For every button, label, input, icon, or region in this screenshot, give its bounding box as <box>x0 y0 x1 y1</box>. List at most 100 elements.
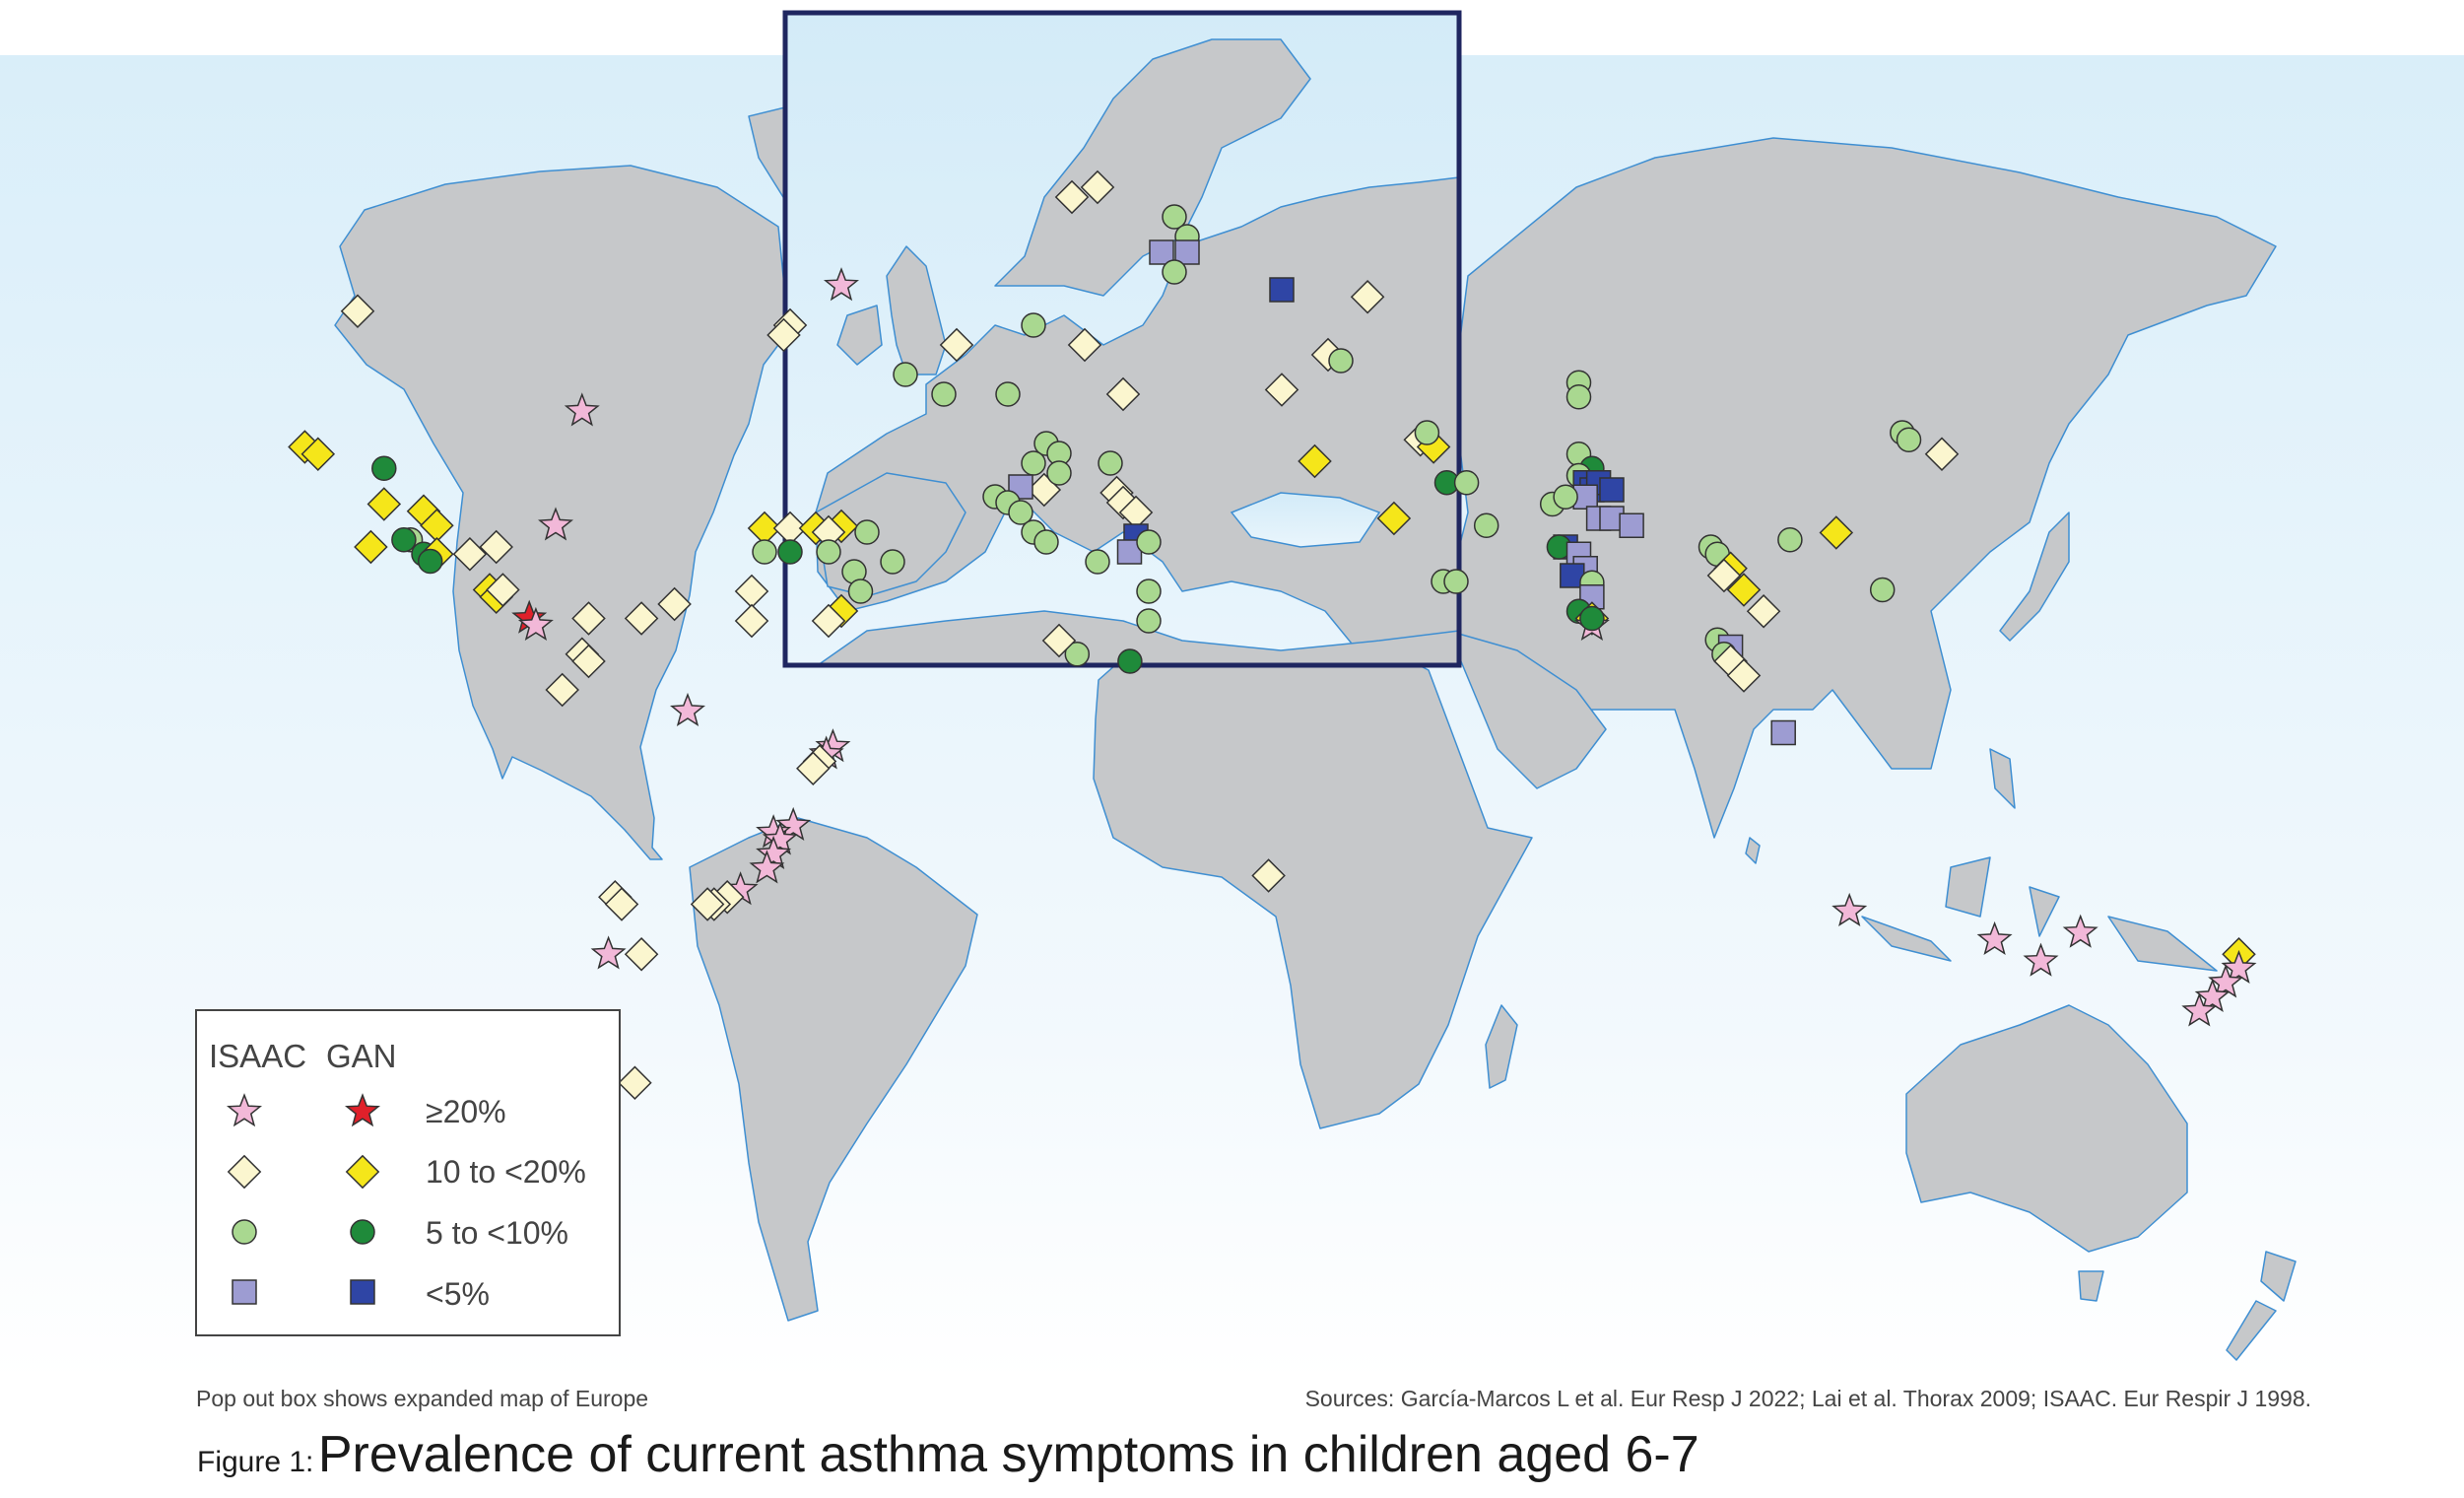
map-marker-isaac-20-44 <box>590 935 627 970</box>
figure-label: Figure 1: <box>197 1446 314 1478</box>
inset-marker-isaac-10-20-55 <box>734 603 769 639</box>
map-marker-isaac-10-20-52 <box>1350 279 1385 314</box>
figure-caption: Figure 1: Prevalence of current asthma s… <box>197 1425 1699 1484</box>
legend-gan-square-icon <box>350 1279 375 1305</box>
inset-marker-isaac-5-10-15 <box>893 362 918 387</box>
prevalence-markers <box>288 170 2257 1101</box>
map-marker-gan-10-20-5 <box>366 487 402 521</box>
sri-lanka-land <box>1745 837 1761 864</box>
map-marker-isaac-20-21 <box>517 606 554 641</box>
map-marker-isaac-5-10-104 <box>1896 427 1922 452</box>
inset-marker-isaac-20-0 <box>823 267 860 302</box>
map-marker-isaac-5-10-63 <box>1565 384 1592 410</box>
map-marker-gan-5-10-87 <box>1579 605 1605 632</box>
map-marker-isaac-5-10-101 <box>1777 527 1803 553</box>
legend-label-10-20: 10 to <20% <box>426 1154 586 1190</box>
map-marker-isaac-10-20-43 <box>604 887 639 921</box>
map-marker-isaac-20-35 <box>762 821 798 855</box>
legend-box <box>195 1009 621 1336</box>
map-marker-gan-10-20-54 <box>1298 443 1332 479</box>
map-marker-isaac-20-108 <box>2023 942 2059 977</box>
legend-header-gan: GAN <box>326 1038 397 1074</box>
map-marker-isaac-20-109 <box>2062 914 2098 948</box>
map-marker-isaac-5-10-73 <box>1553 484 1578 510</box>
inset-marker-isaac-5-10-48 <box>816 539 841 565</box>
map-marker-gan-5-10-10 <box>391 527 417 553</box>
inset-marker-isaac-5-10-36 <box>1085 549 1110 575</box>
inset-marker-isaac-5-10-37 <box>1136 579 1162 604</box>
inset-marker-isaac-5-10-11 <box>1021 312 1046 338</box>
legend-gan-star-icon <box>344 1093 381 1127</box>
map-marker-isaac-5-10-61 <box>1473 512 1499 538</box>
inset-note: Pop out box shows expanded map of Europe <box>196 1386 649 1411</box>
legend-symbols <box>226 1093 381 1305</box>
inset-marker-isaac-5-10-16 <box>931 381 957 407</box>
legend-label-lt5: <5% <box>426 1276 490 1312</box>
inset-marker-isaac-10-20-3 <box>1054 179 1090 215</box>
inset-marker-isaac-5-10-14 <box>1328 348 1354 374</box>
map-marker-isaac-10-20-23 <box>624 601 659 636</box>
south-america-land <box>689 817 978 1322</box>
map-marker-isaac-10-20-50 <box>1251 858 1286 893</box>
legend-isaac-star-icon <box>226 1093 263 1127</box>
map-marker-gan-10-20-9 <box>354 529 388 565</box>
map-marker-isaac-5-10-58 <box>1414 420 1440 445</box>
map-marker-isaac-lt5-76 <box>1619 512 1644 538</box>
inset-great-britain <box>886 245 947 375</box>
map-marker-isaac-20-107 <box>1976 920 2013 955</box>
legend: ISAAC GAN ≥20% 10 to <20% 5 to <10% <5% <box>195 1009 621 1336</box>
map-marker-isaac-10-20-26 <box>571 644 606 679</box>
inset-marker-isaac-5-10-46 <box>752 539 777 565</box>
legend-isaac-square-icon <box>232 1279 257 1305</box>
map-marker-isaac-20-16 <box>538 507 573 541</box>
map-marker-isaac-10-20-22 <box>571 601 606 636</box>
inset-marker-isaac-5-10-17 <box>995 381 1021 407</box>
sources-note: Sources: García-Marcos L et al. Eur Resp… <box>1304 1386 2311 1411</box>
inset-marker-isaac-5-10-5 <box>1162 204 1187 230</box>
map-marker-gan-lt5-53 <box>1269 277 1295 303</box>
map-marker-isaac-5-10-60 <box>1453 470 1480 496</box>
inset-marker-isaac-10-20-2 <box>766 317 801 353</box>
inset-marker-isaac-5-10-57 <box>1443 569 1469 594</box>
australia-land <box>1905 1004 2188 1253</box>
inset-marker-isaac-10-20-10 <box>939 327 974 363</box>
map-marker-isaac-10-20-27 <box>545 672 579 708</box>
map-marker-gan-5-10-49 <box>1117 648 1143 674</box>
map-marker-isaac-20-114 <box>2181 992 2218 1027</box>
map-marker-gan-10-20-102 <box>1819 515 1854 550</box>
tasmania-land <box>2078 1270 2104 1302</box>
madagascar-land <box>1485 1004 1518 1089</box>
map-marker-isaac-20-106 <box>1831 892 1868 926</box>
map-marker-gan-5-10-4 <box>371 455 397 481</box>
map-marker-isaac-20-1 <box>564 392 600 427</box>
map-marker-isaac-10-20-24 <box>657 586 692 622</box>
inset-marker-isaac-5-10-28 <box>1033 529 1059 555</box>
map-marker-isaac-20-37 <box>749 850 785 884</box>
inset-marker-isaac-10-20-54 <box>811 603 846 639</box>
inset-marker-isaac-5-10-52 <box>847 579 874 604</box>
map-marker-isaac-10-20-105 <box>1924 437 1960 472</box>
map-marker-isaac-10-20-46 <box>618 1065 652 1101</box>
philippines-land <box>1989 748 2016 809</box>
map-marker-isaac-10-20-51 <box>1264 373 1299 407</box>
new-zealand-land <box>2226 1251 2297 1361</box>
inset-marker-isaac-10-20-39 <box>1041 623 1077 658</box>
legend-isaac-circle-icon <box>232 1219 257 1245</box>
inset-ireland <box>836 305 883 366</box>
map-marker-isaac-10-20-32 <box>796 751 831 786</box>
map-marker-isaac-10-20-93 <box>1746 593 1781 629</box>
legend-label-5-10: 5 to <10% <box>426 1215 568 1251</box>
map-marker-isaac-10-20-14 <box>452 536 488 572</box>
inset-black-sea <box>1230 492 1381 548</box>
inset-marker-isaac-5-10-26 <box>1008 500 1033 525</box>
japan-land <box>1999 511 2070 642</box>
inset-marker-isaac-5-10-35 <box>1136 529 1162 555</box>
map-marker-gan-10-20-92 <box>1726 573 1762 607</box>
map-marker-isaac-10-20-19 <box>486 573 520 607</box>
map-marker-isaac-20-33 <box>775 806 812 841</box>
inset-marker-isaac-5-10-49 <box>880 549 905 575</box>
map-marker-gan-lt5-70 <box>1599 477 1625 503</box>
inset-marker-isaac-5-10-45 <box>854 519 880 545</box>
legend-label-20: ≥20% <box>426 1094 506 1129</box>
